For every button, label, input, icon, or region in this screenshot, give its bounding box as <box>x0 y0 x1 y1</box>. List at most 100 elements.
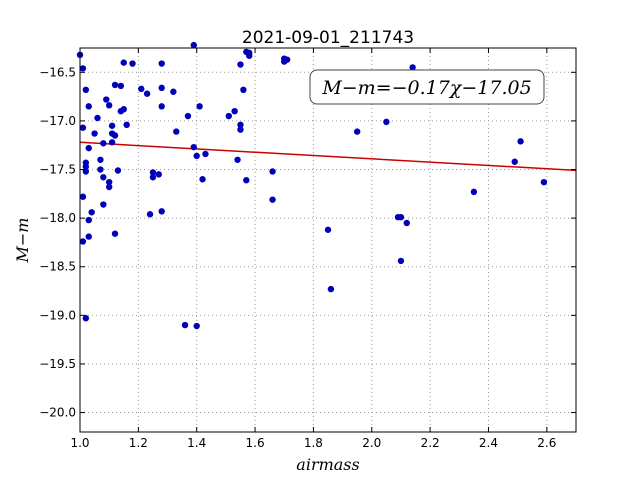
data-point <box>111 132 119 139</box>
x-tick-label: 1.6 <box>246 436 265 450</box>
data-point <box>85 103 92 110</box>
data-point <box>283 56 291 63</box>
y-tick-label: −18.0 <box>39 211 76 225</box>
y-tick-label: −19.0 <box>39 308 76 322</box>
x-tick-label: 1.2 <box>129 436 148 450</box>
data-point <box>237 121 244 128</box>
data-point <box>120 106 127 113</box>
data-point <box>97 156 104 163</box>
data-point <box>158 60 165 67</box>
x-tick-label: 2.0 <box>362 436 381 450</box>
data-point <box>105 102 113 109</box>
data-point <box>158 208 165 215</box>
data-point <box>269 196 276 203</box>
data-point <box>237 126 244 133</box>
data-point <box>103 96 110 103</box>
fit-annotation-text: M−m=−0.17χ−17.05 <box>321 77 531 99</box>
data-point <box>173 128 180 135</box>
x-axis-label: airmass <box>296 455 359 474</box>
data-point <box>403 219 410 227</box>
x-tick-label: 1.4 <box>187 436 206 450</box>
data-point <box>155 171 162 178</box>
data-point <box>240 86 247 94</box>
data-point <box>85 144 92 152</box>
data-point <box>100 140 107 147</box>
plot-frame <box>79 47 577 433</box>
data-point <box>540 178 548 186</box>
data-point <box>105 183 113 191</box>
data-point <box>91 130 98 137</box>
data-point <box>199 176 206 183</box>
y-tick-label: −17.0 <box>39 114 76 128</box>
data-point <box>231 107 238 115</box>
data-point <box>85 233 92 240</box>
x-tick-label: 2.6 <box>537 436 556 450</box>
data-point <box>470 188 478 196</box>
y-axis-label: M−m <box>13 218 32 264</box>
data-point <box>138 85 145 93</box>
data-point <box>158 84 165 92</box>
data-point <box>225 112 232 120</box>
data-point <box>79 193 87 200</box>
y-axis-ticks: −16.5 −17.0 −17.5 −18.0 −18.5 −19.0 −19.5 −20.0 <box>39 65 576 420</box>
data-point <box>383 118 390 126</box>
x-tick-label: 2.4 <box>479 436 498 450</box>
data-point <box>79 238 87 245</box>
data-point <box>196 103 203 110</box>
data-point <box>243 177 250 184</box>
data-point <box>353 128 361 135</box>
data-point <box>108 139 116 146</box>
data-point <box>158 103 165 110</box>
x-tick-label: 2.2 <box>421 436 440 450</box>
data-point <box>246 52 253 59</box>
data-point <box>397 257 405 265</box>
data-point <box>123 121 130 128</box>
y-tick-label: −19.5 <box>39 357 76 371</box>
data-point <box>511 158 518 165</box>
data-point <box>105 178 113 186</box>
x-tick-label: 1.0 <box>70 436 89 450</box>
data-point <box>327 285 335 293</box>
data-point <box>143 90 151 97</box>
data-point <box>111 230 119 237</box>
fit-annotation-box <box>309 69 545 105</box>
y-tick-label: −17.5 <box>39 163 76 177</box>
data-point <box>190 143 197 151</box>
fit-line <box>79 141 577 172</box>
data-point <box>82 315 90 322</box>
data-point <box>100 174 107 181</box>
grid-lines <box>79 48 576 432</box>
data-point <box>111 81 119 89</box>
y-tick-label: −16.5 <box>39 65 76 79</box>
data-point <box>79 124 87 131</box>
data-point <box>82 163 90 170</box>
data-point <box>170 88 177 95</box>
data-point <box>409 64 416 71</box>
data-point <box>117 82 125 90</box>
data-point <box>269 168 276 175</box>
data-point <box>149 174 157 181</box>
data-point <box>324 226 332 233</box>
data-point <box>114 167 122 174</box>
data-point <box>146 211 154 218</box>
data-point <box>120 59 127 66</box>
x-axis-ticks: 1.0 1.2 1.4 1.6 1.8 2.0 2.2 2.4 2.6 <box>70 48 556 450</box>
y-tick-label: −18.5 <box>39 260 76 274</box>
data-point <box>149 169 157 176</box>
fit-annotation: M−m=−0.17χ−17.05 <box>309 69 545 105</box>
data-point <box>100 201 107 208</box>
data-point <box>184 112 192 120</box>
fit-line-group <box>79 141 577 172</box>
data-point <box>237 61 244 68</box>
data-point <box>181 321 189 329</box>
y-tick-label: −20.0 <box>39 406 76 420</box>
data-point <box>129 60 136 67</box>
x-tick-label: 1.8 <box>304 436 323 450</box>
data-point <box>108 122 116 129</box>
chart-title: 2021-09-01_211743 <box>242 28 414 48</box>
data-point <box>202 150 209 158</box>
data-point <box>193 152 200 160</box>
data-point <box>94 114 101 122</box>
